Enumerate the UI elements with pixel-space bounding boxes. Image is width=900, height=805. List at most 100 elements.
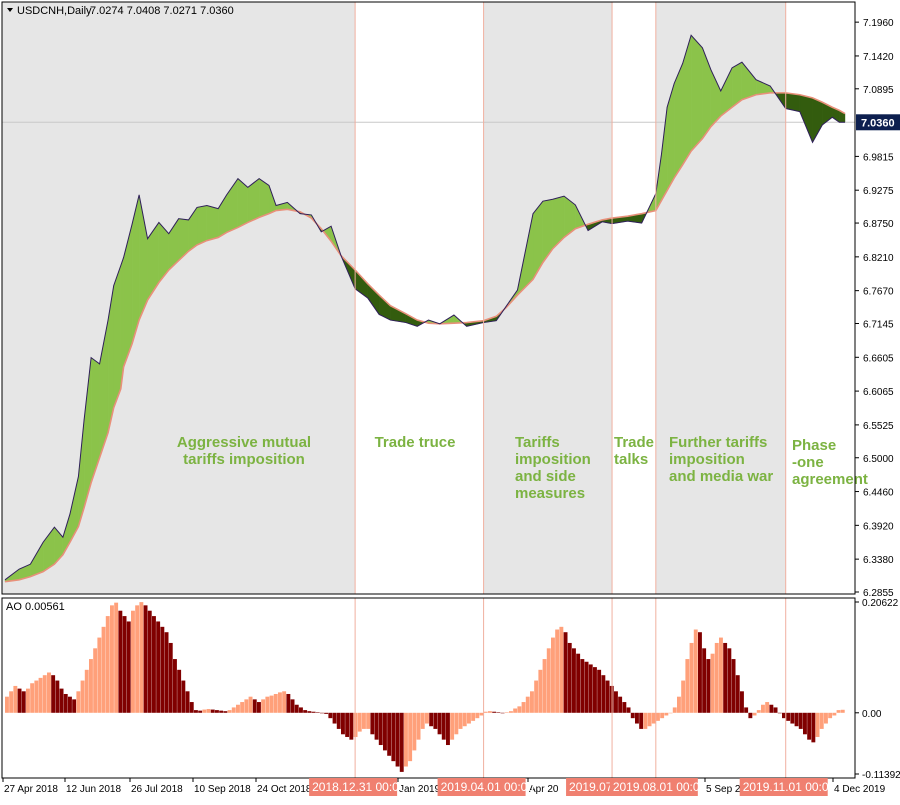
ao-bar — [807, 712, 812, 740]
ao-bar — [479, 712, 484, 716]
ao-bar — [42, 675, 47, 713]
period-label-2: and side — [515, 468, 576, 485]
ao-bar — [303, 710, 308, 713]
ao-bar — [366, 712, 371, 729]
ao-bar — [185, 691, 190, 713]
ao-bar — [231, 707, 236, 713]
period-shade-0 — [2, 2, 356, 594]
period-label-2: measures — [515, 485, 585, 502]
ao-bar — [660, 712, 665, 719]
ao-bar — [685, 659, 690, 713]
ao-bar — [244, 699, 249, 713]
ao-bar — [593, 667, 597, 713]
ao-bar — [626, 707, 631, 713]
ao-bar — [257, 702, 261, 713]
ao-bar — [219, 710, 224, 713]
ao-bar — [723, 642, 728, 713]
ao-bar — [38, 677, 43, 713]
ao-bar — [198, 710, 203, 713]
y-tick-label: 6.5525 — [863, 421, 894, 432]
ao-tick-label: -0.11392 — [862, 770, 900, 781]
ao-bar — [173, 659, 177, 713]
ao-bar — [328, 712, 333, 719]
ao-bar — [97, 637, 102, 713]
ao-bar — [341, 712, 345, 735]
ao-bar — [714, 642, 719, 713]
ao-bar — [719, 637, 723, 713]
bear-area-segment — [799, 94, 813, 143]
ao-bar — [836, 710, 841, 713]
ao-bar — [84, 669, 89, 713]
ao-bar — [416, 712, 421, 740]
ohlc-values: 7.0274 7.0408 7.0271 7.0360 — [90, 5, 234, 17]
ao-bar — [278, 692, 282, 713]
ao-bar — [345, 712, 350, 737]
ao-bar — [5, 696, 9, 713]
ao-bar — [563, 632, 568, 713]
x-tick-label: 12 Jun 2018 — [66, 784, 121, 795]
ao-bar — [584, 661, 589, 713]
ao-bar — [110, 605, 114, 713]
ao-bar — [68, 696, 72, 713]
ao-bar — [51, 675, 56, 713]
ao-bar — [647, 712, 652, 727]
ao-bar — [492, 711, 497, 713]
ao-bar — [181, 680, 186, 713]
ao-bar — [752, 712, 757, 716]
ao-bar — [143, 605, 148, 713]
y-tick-label: 7.1420 — [863, 52, 894, 63]
ao-label: AO 0.00561 — [6, 601, 65, 613]
ao-bar — [614, 691, 618, 713]
moving-average-line — [4, 92, 846, 583]
ao-bar — [546, 648, 551, 713]
ao-bar — [34, 680, 39, 713]
ao-bar — [513, 708, 518, 713]
ao-bar — [698, 632, 702, 713]
y-tick-label: 7.1960 — [863, 18, 894, 29]
ao-bar — [383, 712, 387, 751]
ao-bar — [731, 659, 736, 713]
ao-bar — [336, 712, 341, 729]
ao-bar — [147, 610, 152, 713]
y-tick-label: 6.3380 — [863, 555, 894, 566]
ao-bar — [748, 712, 753, 719]
ao-bar — [223, 711, 228, 713]
ao-bar — [639, 712, 644, 729]
ao-bar — [404, 712, 408, 767]
ao-bar — [643, 712, 648, 729]
ao-bar — [668, 712, 673, 714]
ao-bar — [803, 712, 807, 735]
ao-bar — [761, 704, 765, 713]
ao-bar — [471, 712, 476, 721]
ao-bar — [517, 706, 522, 713]
dropdown-triangle-icon[interactable] — [7, 8, 13, 12]
date-marker-box — [437, 778, 526, 796]
ao-bar — [815, 712, 820, 737]
ao-bar — [521, 702, 526, 713]
ao-bar — [656, 712, 660, 721]
ao-bar — [429, 712, 434, 727]
period-label-4: and media war — [669, 468, 773, 485]
ao-bar — [769, 704, 774, 713]
ao-bar — [525, 696, 530, 713]
ao-bar — [408, 712, 413, 762]
date-marker-label: 2019.04.01 00:00 — [441, 780, 535, 794]
ao-bar — [500, 712, 505, 714]
ao-bar — [630, 712, 635, 719]
price-line — [4, 34, 845, 581]
date-marker-box — [309, 778, 398, 796]
ao-bar — [496, 712, 501, 713]
ao-bar — [811, 712, 816, 743]
ao-bar — [126, 621, 131, 713]
ao-bar — [798, 712, 803, 729]
y-tick-label: 6.8750 — [863, 219, 894, 230]
ao-bar — [542, 659, 547, 713]
ao-bar — [236, 704, 240, 713]
current-price-tag — [856, 114, 900, 131]
ao-bar — [458, 712, 463, 729]
ao-bar — [135, 605, 140, 713]
ao-bar — [299, 707, 303, 713]
ao-bar — [635, 712, 639, 724]
ao-bar — [114, 602, 119, 713]
